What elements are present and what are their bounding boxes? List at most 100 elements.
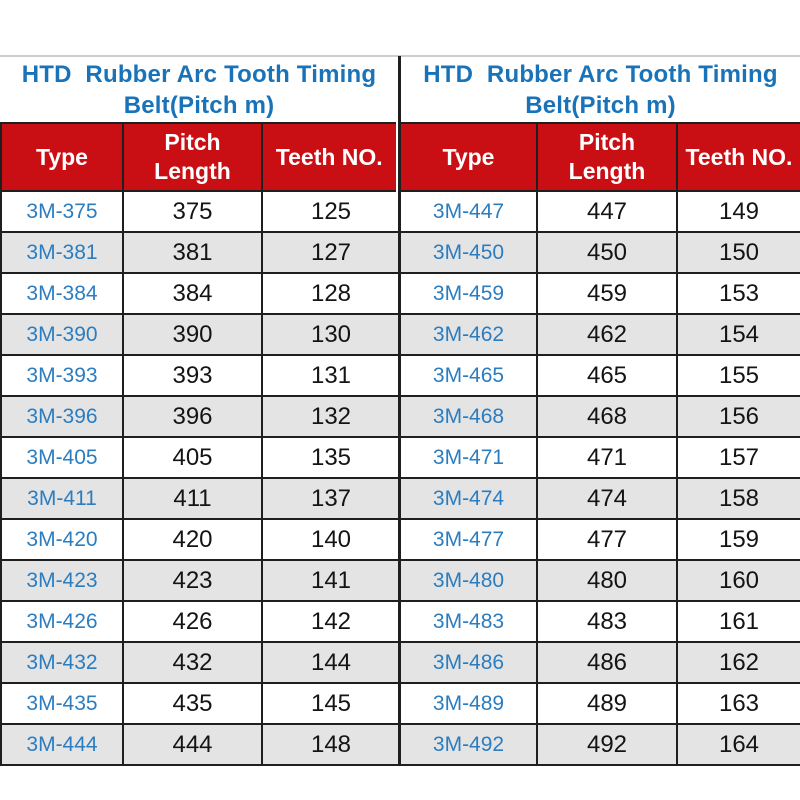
pitch-length-cell: 486 — [536, 641, 678, 684]
belt-spec-table: Type Pitch Length Teeth NO. 3M-375 375 125… — [0, 122, 398, 766]
table-row: 3M-486 486 162 — [401, 641, 800, 684]
pitch-length-cell: 393 — [122, 354, 263, 397]
table-row: 3M-405 405 135 — [0, 436, 398, 479]
header-row: Type Pitch Length Teeth NO. — [0, 122, 398, 192]
belt-type-cell: 3M-393 — [0, 354, 124, 397]
teeth-no-cell: 130 — [261, 313, 398, 356]
pitch-length-cell: 384 — [122, 272, 263, 315]
col-header-teeth-no: Teeth NO. — [261, 122, 398, 192]
pitch-length-cell: 411 — [122, 477, 263, 520]
teeth-no-cell: 154 — [676, 313, 800, 356]
table-row: 3M-381 381 127 — [0, 231, 398, 274]
teeth-no-cell: 140 — [261, 518, 398, 561]
belt-type-cell: 3M-420 — [0, 518, 124, 561]
pitch-length-cell: 423 — [122, 559, 263, 602]
belt-type-cell: 3M-486 — [401, 641, 538, 684]
table-row: 3M-450 450 150 — [401, 231, 800, 274]
belt-type-cell: 3M-450 — [401, 231, 538, 274]
belt-type-cell: 3M-471 — [401, 436, 538, 479]
belt-type-cell: 3M-375 — [0, 190, 124, 233]
col-header-pitch-length: Pitch Length — [122, 122, 263, 192]
table-row: 3M-444 444 148 — [0, 723, 398, 766]
teeth-no-cell: 148 — [261, 723, 398, 766]
pitch-length-cell: 450 — [536, 231, 678, 274]
pitch-length-cell: 471 — [536, 436, 678, 479]
table-row: 3M-426 426 142 — [0, 600, 398, 643]
belt-type-cell: 3M-489 — [401, 682, 538, 725]
table-row: 3M-474 474 158 — [401, 477, 800, 520]
table-row: 3M-447 447 149 — [401, 190, 800, 233]
teeth-no-cell: 160 — [676, 559, 800, 602]
table-row: 3M-468 468 156 — [401, 395, 800, 438]
teeth-no-cell: 161 — [676, 600, 800, 643]
belt-type-cell: 3M-426 — [0, 600, 124, 643]
belt-type-cell: 3M-435 — [0, 682, 124, 725]
belt-type-cell: 3M-480 — [401, 559, 538, 602]
pitch-length-cell: 477 — [536, 518, 678, 561]
teeth-no-cell: 127 — [261, 231, 398, 274]
belt-type-cell: 3M-390 — [0, 313, 124, 356]
table-row: 3M-423 423 141 — [0, 559, 398, 602]
belt-type-cell: 3M-468 — [401, 395, 538, 438]
teeth-no-cell: 150 — [676, 231, 800, 274]
table-row: 3M-435 435 145 — [0, 682, 398, 725]
teeth-no-cell: 164 — [676, 723, 800, 766]
teeth-no-cell: 131 — [261, 354, 398, 397]
table-row: 3M-483 483 161 — [401, 600, 800, 643]
table-row: 3M-411 411 137 — [0, 477, 398, 520]
pitch-length-cell: 480 — [536, 559, 678, 602]
center-divider-line — [398, 56, 401, 766]
teeth-no-cell: 153 — [676, 272, 800, 315]
spec-table-left: HTD Rubber Arc Tooth Timing Belt(Pitch m… — [0, 57, 398, 766]
belt-type-cell: 3M-444 — [0, 723, 124, 766]
pitch-length-cell: 390 — [122, 313, 263, 356]
teeth-no-cell: 157 — [676, 436, 800, 479]
table-row: 3M-375 375 125 — [0, 190, 398, 233]
pitch-length-cell: 435 — [122, 682, 263, 725]
teeth-no-cell: 141 — [261, 559, 398, 602]
col-header-type: Type — [401, 122, 538, 192]
teeth-no-cell: 162 — [676, 641, 800, 684]
belt-type-cell: 3M-405 — [0, 436, 124, 479]
pitch-length-cell: 462 — [536, 313, 678, 356]
pitch-length-cell: 432 — [122, 641, 263, 684]
pitch-length-cell: 468 — [536, 395, 678, 438]
belt-type-cell: 3M-492 — [401, 723, 538, 766]
belt-type-cell: 3M-477 — [401, 518, 538, 561]
pitch-length-cell: 444 — [122, 723, 263, 766]
table-row: 3M-396 396 132 — [0, 395, 398, 438]
belt-type-cell: 3M-432 — [0, 641, 124, 684]
teeth-no-cell: 132 — [261, 395, 398, 438]
teeth-no-cell: 125 — [261, 190, 398, 233]
table-row: 3M-465 465 155 — [401, 354, 800, 397]
pitch-length-cell: 489 — [536, 682, 678, 725]
table-row: 3M-471 471 157 — [401, 436, 800, 479]
teeth-no-cell: 163 — [676, 682, 800, 725]
belt-type-cell: 3M-462 — [401, 313, 538, 356]
table-title: HTD Rubber Arc Tooth Timing Belt(Pitch m… — [21, 60, 377, 119]
pitch-length-cell: 465 — [536, 354, 678, 397]
teeth-no-cell: 142 — [261, 600, 398, 643]
pitch-length-cell: 420 — [122, 518, 263, 561]
pitch-length-cell: 381 — [122, 231, 263, 274]
spec-table-right: HTD Rubber Arc Tooth Timing Belt(Pitch m… — [401, 57, 800, 766]
pitch-length-cell: 396 — [122, 395, 263, 438]
teeth-no-cell: 137 — [261, 477, 398, 520]
table-row: 3M-477 477 159 — [401, 518, 800, 561]
pitch-length-cell: 426 — [122, 600, 263, 643]
belt-type-cell: 3M-411 — [0, 477, 124, 520]
pitch-length-cell: 375 — [122, 190, 263, 233]
belt-type-cell: 3M-381 — [0, 231, 124, 274]
belt-type-cell: 3M-423 — [0, 559, 124, 602]
belt-type-cell: 3M-459 — [401, 272, 538, 315]
teeth-no-cell: 145 — [261, 682, 398, 725]
table-row: 3M-480 480 160 — [401, 559, 800, 602]
header-row: Type Pitch Length Teeth NO. — [401, 122, 800, 192]
belt-type-cell: 3M-447 — [401, 190, 538, 233]
table-row: 3M-420 420 140 — [0, 518, 398, 561]
table-row: 3M-384 384 128 — [0, 272, 398, 315]
teeth-no-cell: 158 — [676, 477, 800, 520]
pitch-length-cell: 492 — [536, 723, 678, 766]
teeth-no-cell: 128 — [261, 272, 398, 315]
